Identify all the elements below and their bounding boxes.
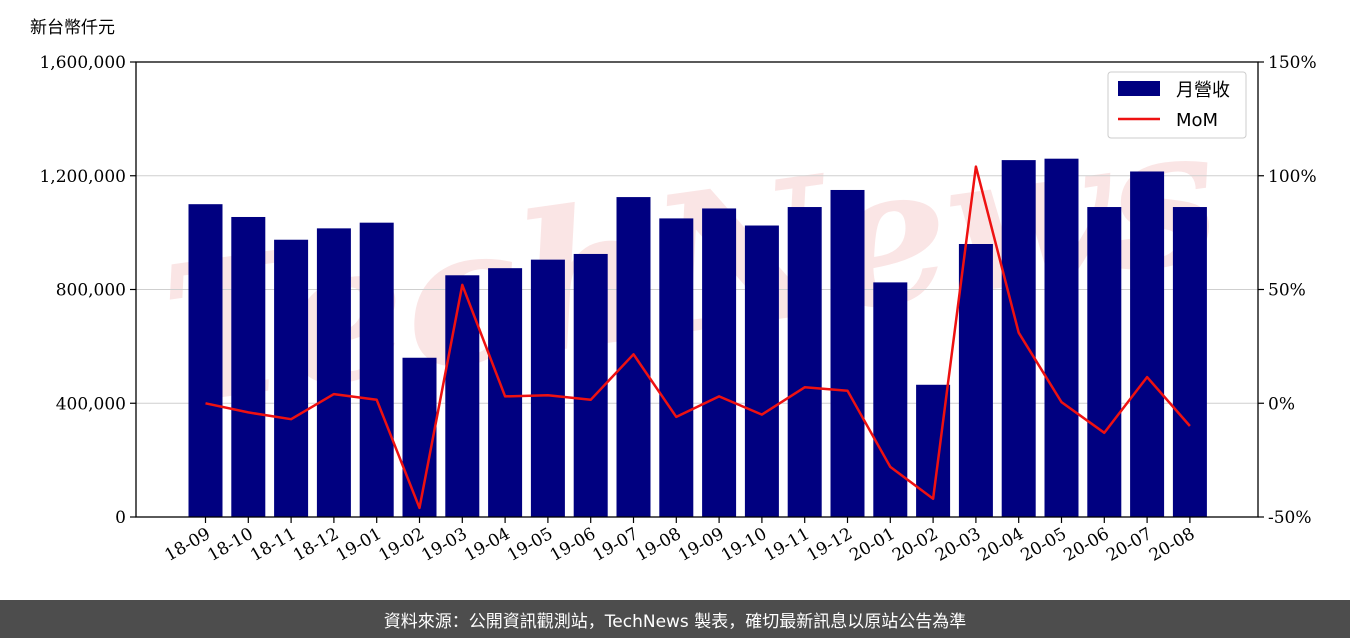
bar <box>702 208 737 517</box>
legend: 月營收 MoM <box>1107 71 1247 139</box>
x-tick-label: 19-06 <box>547 524 599 566</box>
bar <box>274 239 309 517</box>
bar <box>787 207 822 517</box>
legend-label-line: MoM <box>1176 110 1218 131</box>
bar <box>1130 171 1165 517</box>
bar <box>530 259 565 517</box>
chart: TechNews 新台幣仟元 0400,000800,0001,200,0001… <box>30 18 1317 566</box>
bar <box>830 189 865 517</box>
bar <box>445 275 480 517</box>
y-right-tick-label: 50% <box>1268 281 1306 301</box>
x-tick-label: 18-12 <box>290 524 342 566</box>
x-tick-label: 20-08 <box>1146 524 1198 566</box>
x-tick-label: 19-02 <box>376 524 428 566</box>
y-right-tick-label: 0% <box>1268 394 1295 414</box>
bar <box>316 228 351 517</box>
bar <box>1087 207 1122 517</box>
x-tick-label: 19-01 <box>333 524 385 566</box>
x-tick-label: 18-09 <box>162 524 214 566</box>
x-tick-label: 18-11 <box>247 524 299 566</box>
x-tick-label: 19-12 <box>804 524 856 566</box>
bar <box>659 218 694 517</box>
x-tick-label: 19-08 <box>632 524 684 566</box>
bar <box>573 253 608 517</box>
legend-swatch-bar <box>1118 81 1160 96</box>
legend-label-bar: 月營收 <box>1176 80 1230 101</box>
bar <box>744 225 779 517</box>
bar <box>1172 207 1207 517</box>
x-tick-label: 20-02 <box>889 524 941 566</box>
x-tick-label: 19-10 <box>718 524 770 566</box>
bar <box>402 357 437 517</box>
bar <box>359 222 394 517</box>
bar <box>1044 158 1079 517</box>
x-tick-label: 19-09 <box>675 524 727 566</box>
bar <box>231 216 266 517</box>
x-tick-label: 20-04 <box>975 524 1027 566</box>
x-tick-label: 18-10 <box>204 524 256 566</box>
y-left-tick-label: 400,000 <box>56 394 126 414</box>
y-left-tick-label: 0 <box>115 508 126 528</box>
bar <box>488 268 523 517</box>
y-right-tick-label: 150% <box>1268 53 1317 73</box>
bar <box>1001 160 1036 517</box>
line-layer <box>205 165 1191 510</box>
bar <box>873 282 908 517</box>
x-tick-label: 20-01 <box>846 524 898 566</box>
bar-layer <box>188 158 1207 517</box>
bar <box>616 197 651 517</box>
mom-line <box>205 165 1191 510</box>
y-right-tick-label: -50% <box>1268 508 1312 528</box>
x-tick-label: 20-03 <box>932 524 984 566</box>
x-tick-label: 20-07 <box>1103 524 1155 566</box>
y-left-tick-label: 800,000 <box>56 281 126 301</box>
x-tick-label: 19-03 <box>418 524 470 566</box>
footer-source: 資料來源：公開資訊觀測站，TechNews 製表，確切最新訊息以原站公告為準 <box>0 600 1350 638</box>
bar <box>958 244 993 517</box>
x-tick-label: 19-05 <box>504 524 556 566</box>
x-tick-label: 19-04 <box>461 524 513 566</box>
x-tick-label: 19-11 <box>761 524 813 566</box>
x-tick-label: 20-05 <box>1018 524 1070 566</box>
y-left-tick-label: 1,200,000 <box>39 167 126 187</box>
unit-label: 新台幣仟元 <box>30 18 115 38</box>
x-tick-label: 20-06 <box>1060 524 1112 566</box>
bar <box>188 204 223 517</box>
x-tick-label: 19-07 <box>590 524 642 566</box>
y-right-tick-label: 100% <box>1268 167 1317 187</box>
y-left-tick-label: 1,600,000 <box>39 53 126 73</box>
